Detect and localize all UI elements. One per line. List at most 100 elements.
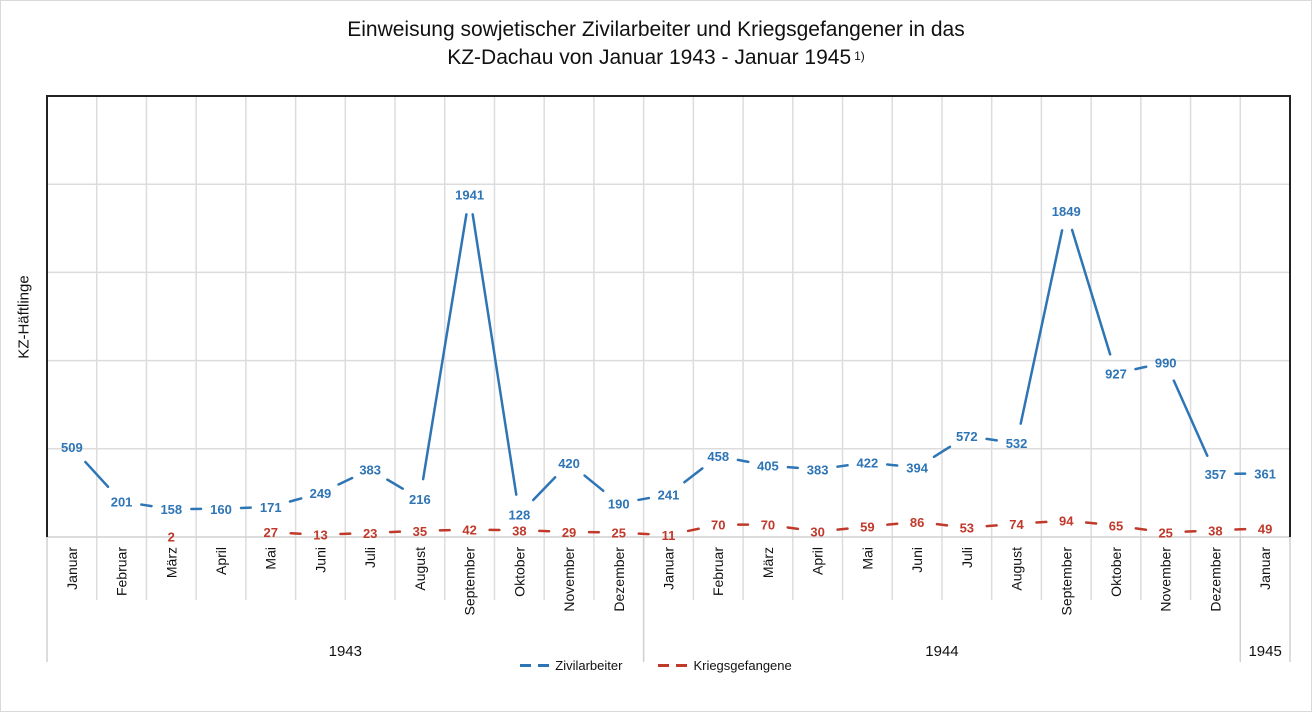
month-label: Januar <box>661 547 677 590</box>
data-label-zivilarbeiter: 422 <box>857 456 879 471</box>
series-lines <box>84 213 1247 536</box>
data-label-kriegsgefangene: 42 <box>462 523 476 538</box>
month-label: Juli <box>959 547 975 568</box>
data-label-zivilarbeiter: 160 <box>210 502 232 517</box>
legend-item-zivilarbeiter[interactable]: Zivilarbeiter <box>520 658 622 673</box>
series-segment-kriegsgefangene <box>985 524 998 528</box>
legend: Zivilarbeiter Kriegsgefangene <box>0 658 1312 673</box>
data-label-zivilarbeiter: 357 <box>1205 467 1227 482</box>
series-segment-kriegsgefangene <box>935 522 949 527</box>
data-label-zivilarbeiter: 509 <box>61 440 83 455</box>
data-label-zivilarbeiter: 1941 <box>455 188 484 203</box>
data-label-zivilarbeiter: 572 <box>956 429 978 444</box>
year-label: 1944 <box>925 643 958 660</box>
data-label-zivilarbeiter: 394 <box>906 460 928 475</box>
month-label: März <box>760 547 776 578</box>
series-segment-kriegsgefangene <box>1134 527 1148 532</box>
month-label: März <box>163 547 179 578</box>
data-label-zivilarbeiter: 383 <box>807 462 829 477</box>
data-label-kriegsgefangene: 65 <box>1109 519 1123 534</box>
legend-label-zivilarbeiter: Zivilarbeiter <box>555 658 623 673</box>
month-label: April <box>810 547 826 575</box>
data-label-kriegsgefangene: 70 <box>761 518 775 533</box>
data-label-zivilarbeiter: 361 <box>1254 466 1276 481</box>
series-segment-zivilarbeiter <box>985 437 998 442</box>
data-label-kriegsgefangene: 59 <box>860 520 874 535</box>
data-label-zivilarbeiter: 241 <box>658 487 680 502</box>
data-label-kriegsgefangene: 49 <box>1258 521 1272 536</box>
data-label-kriegsgefangene: 27 <box>264 525 278 540</box>
month-label: Dezember <box>611 547 627 612</box>
data-label-zivilarbeiter: 927 <box>1105 366 1127 381</box>
legend-swatch-kriegsgefangene <box>658 664 688 667</box>
month-label: Februar <box>710 547 726 596</box>
month-label: Januar <box>1257 547 1273 590</box>
series-segment-zivilarbeiter <box>637 496 651 502</box>
month-label: Juni <box>909 547 925 573</box>
data-label-kriegsgefangene: 70 <box>711 518 725 533</box>
month-label: August <box>412 547 428 591</box>
data-label-kriegsgefangene: 13 <box>313 528 327 543</box>
series-segment-zivilarbeiter <box>288 497 303 503</box>
month-label: Mai <box>263 547 279 570</box>
series-segment-kriegsgefangene <box>836 527 849 531</box>
title-footnote: 1) <box>854 49 865 63</box>
series-segment-kriegsgefangene <box>686 527 700 533</box>
series-segment-zivilarbeiter <box>337 476 354 486</box>
data-label-zivilarbeiter: 405 <box>757 459 779 474</box>
data-label-kriegsgefangene: 25 <box>612 526 626 541</box>
data-label-kriegsgefangene: 38 <box>512 523 526 538</box>
month-label: Dezember <box>1207 547 1223 612</box>
data-label-zivilarbeiter: 420 <box>558 456 580 471</box>
legend-label-kriegsgefangene: Kriegsgefangene <box>693 658 792 673</box>
series-segment-zivilarbeiter <box>421 213 468 481</box>
data-label-zivilarbeiter: 201 <box>111 495 133 510</box>
series-segment-zivilarbeiter <box>932 445 952 459</box>
month-label: Oktober <box>511 547 527 597</box>
series-segment-kriegsgefangene <box>786 526 800 531</box>
series-segment-zivilarbeiter <box>1134 365 1148 371</box>
month-label: Januar <box>64 547 80 590</box>
data-label-zivilarbeiter: 158 <box>160 502 182 517</box>
gridlines <box>47 96 1290 600</box>
month-label: April <box>213 547 229 575</box>
series-segment-zivilarbeiter <box>140 503 153 508</box>
series-segment-zivilarbeiter <box>1019 229 1064 425</box>
series-segment-zivilarbeiter <box>84 460 110 489</box>
chart-title-line-2: KZ-Dachau von Januar 1943 - Januar 1945 1… <box>0 44 1312 72</box>
data-label-zivilarbeiter: 171 <box>260 500 282 515</box>
month-label: September <box>1058 547 1074 616</box>
month-label: Oktober <box>1108 547 1124 597</box>
series-segment-zivilarbeiter <box>386 478 404 490</box>
data-label-kriegsgefangene: 94 <box>1059 513 1074 528</box>
data-label-zivilarbeiter: 216 <box>409 492 431 507</box>
data-label-zivilarbeiter: 532 <box>1006 436 1028 451</box>
month-label: Juli <box>362 547 378 568</box>
data-label-kriegsgefangene: 74 <box>1009 517 1024 532</box>
series-segment-zivilarbeiter <box>531 476 557 502</box>
legend-swatch-zivilarbeiter <box>520 664 550 667</box>
month-label: Mai <box>859 547 875 570</box>
data-label-kriegsgefangene: 38 <box>1208 523 1222 538</box>
series-segment-zivilarbeiter <box>1070 228 1112 356</box>
data-label-zivilarbeiter: 1849 <box>1052 204 1081 219</box>
data-label-zivilarbeiter: 190 <box>608 496 630 511</box>
x-year-labels: 1943 1944 1945 <box>329 643 1282 660</box>
series-segment-zivilarbeiter <box>471 213 518 496</box>
legend-item-kriegsgefangene[interactable]: Kriegsgefangene <box>658 658 792 673</box>
data-label-kriegsgefangene: 35 <box>413 524 427 539</box>
data-label-kriegsgefangene: 86 <box>910 515 924 530</box>
data-label-zivilarbeiter: 458 <box>707 449 729 464</box>
axes <box>46 95 1291 662</box>
series-segment-zivilarbeiter <box>786 465 799 470</box>
data-label-kriegsgefangene: 53 <box>960 521 974 536</box>
year-label: 1945 <box>1248 643 1281 660</box>
series-segment-zivilarbeiter <box>836 464 849 468</box>
series-segment-zivilarbeiter <box>1172 379 1209 458</box>
series-segment-zivilarbeiter <box>583 474 605 493</box>
data-label-kriegsgefangene: 11 <box>662 528 676 543</box>
series-segment-zivilarbeiter <box>683 467 704 484</box>
month-label: September <box>462 547 478 616</box>
